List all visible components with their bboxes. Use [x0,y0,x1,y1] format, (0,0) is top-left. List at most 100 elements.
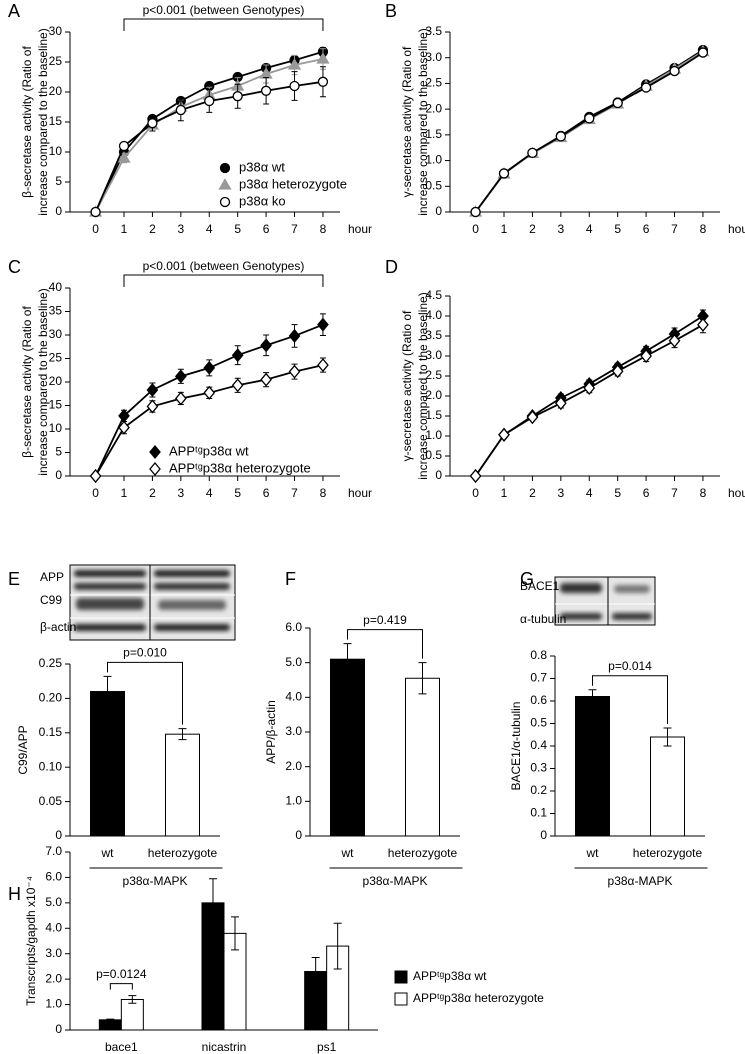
y-tick-label: 0.5 [425,448,442,462]
significance-bracket [109,983,133,990]
bar [405,677,440,837]
y-tick-label: 40 [49,280,63,294]
y-tick-label: 3.0 [45,946,62,960]
y-tick-label: 35 [49,304,63,318]
panel-letter: F [285,569,296,589]
x-tick-label: 4 [206,222,213,236]
y-tick-label: 5.0 [45,895,62,909]
error-bar [231,916,239,951]
x-tick-label: 3 [177,486,184,500]
y-tick-label: 3.5 [425,24,442,38]
y-tick-label: 5.0 [285,655,302,669]
marker [584,113,595,124]
blot-g [554,576,656,626]
x-tick-label: 2 [149,486,156,500]
error-bar [178,728,187,741]
significance-bracket [347,629,423,659]
y-tick-label: 1.0 [425,428,442,442]
band [154,570,230,577]
x-tick-label: 0 [92,486,99,500]
bar [98,1019,122,1031]
x-tick-label: heterozygote [148,846,218,860]
x-tick-label: 0 [472,222,479,236]
y-tick-label: 4.0 [425,308,442,322]
y-tick-label: 2.5 [425,368,442,382]
marker [611,364,624,379]
y-axis-label: β-secretase activity (Ratio of [20,306,34,458]
marker [469,468,482,484]
y-tick-label: 0.25 [39,656,63,670]
x-tick-label: 4 [586,222,593,236]
y-tick-label: 0.6 [530,693,547,707]
y-axis-label: γ-secretase activity (Ratio of [400,46,414,197]
x-tick-label: wt [101,846,115,860]
bar [165,733,200,837]
group-label: p38α-MAPK [363,874,428,888]
x-tick-label: 2 [149,222,156,236]
marker [287,58,302,70]
marker [174,391,187,406]
marker [175,104,186,116]
x-tick-label: 8 [320,222,327,236]
x-tick-label: 3 [557,486,564,500]
y-axis-label: increase compared to the baseline) [416,28,430,215]
error-bar [103,675,112,708]
marker [668,333,681,348]
marker [316,52,330,64]
y-tick-label: 0.10 [39,759,63,773]
annotation: p<0.001 (between Genotypes) [143,259,305,273]
x-tick-label: 8 [320,486,327,500]
error-bar [343,643,352,676]
blot-label: BACE1 [520,579,560,593]
y-tick-label: 3.0 [425,348,442,362]
legend-label: p38α wt [239,159,285,174]
y-tick-label: 15 [49,114,63,128]
marker [640,348,652,364]
y-axis-label: Transcripts/gapdh x10⁻⁴ [24,876,38,1006]
error-bar [663,727,672,747]
legend-label: APPᵗᵍp38α heterozygote [169,460,311,475]
marker [260,338,272,353]
blot-label: α-tubulin [520,612,566,626]
marker [612,97,623,109]
error-bar [333,922,342,970]
marker [90,206,101,218]
panel-letter: D [385,257,398,277]
y-tick-label: 1.5 [425,408,442,422]
bar [90,691,125,837]
y-tick-label: 4.0 [285,690,302,704]
marker [317,76,329,87]
x-tick-label: 7 [291,486,298,500]
band [158,600,226,610]
y-tick-label: 0.20 [39,691,63,705]
x-tick-label: 8 [700,222,707,236]
marker [146,382,159,398]
bar [650,736,685,837]
y-tick-label: 10 [49,421,63,435]
x-tick-label: heterozygote [388,846,458,860]
error-bar [106,1018,115,1022]
group-label: p38α-MAPK [608,874,673,888]
y-axis-label: increase compared to the baseline) [416,292,430,479]
x-tick-label: nicastrin [202,1040,247,1054]
y-tick-label: 1.0 [45,997,62,1011]
x-tick-label: 0 [92,222,99,236]
error-bar [311,957,320,986]
annotation: p<0.001 (between Genotypes) [143,3,305,17]
series-line [474,315,704,477]
y-tick-label: 0.5 [530,716,547,730]
x-tick-label: 1 [121,486,128,500]
marker [89,468,102,484]
error-bar [128,995,137,1004]
marker [174,369,187,384]
marker [146,399,159,414]
marker [204,95,215,107]
marker [289,80,300,92]
x-tick-label: 5 [614,222,621,236]
band [560,613,602,620]
marker [669,65,680,77]
y-tick-label: 0.2 [530,783,547,797]
x-axis-label: hour [728,486,745,500]
legend-marker [218,178,232,190]
